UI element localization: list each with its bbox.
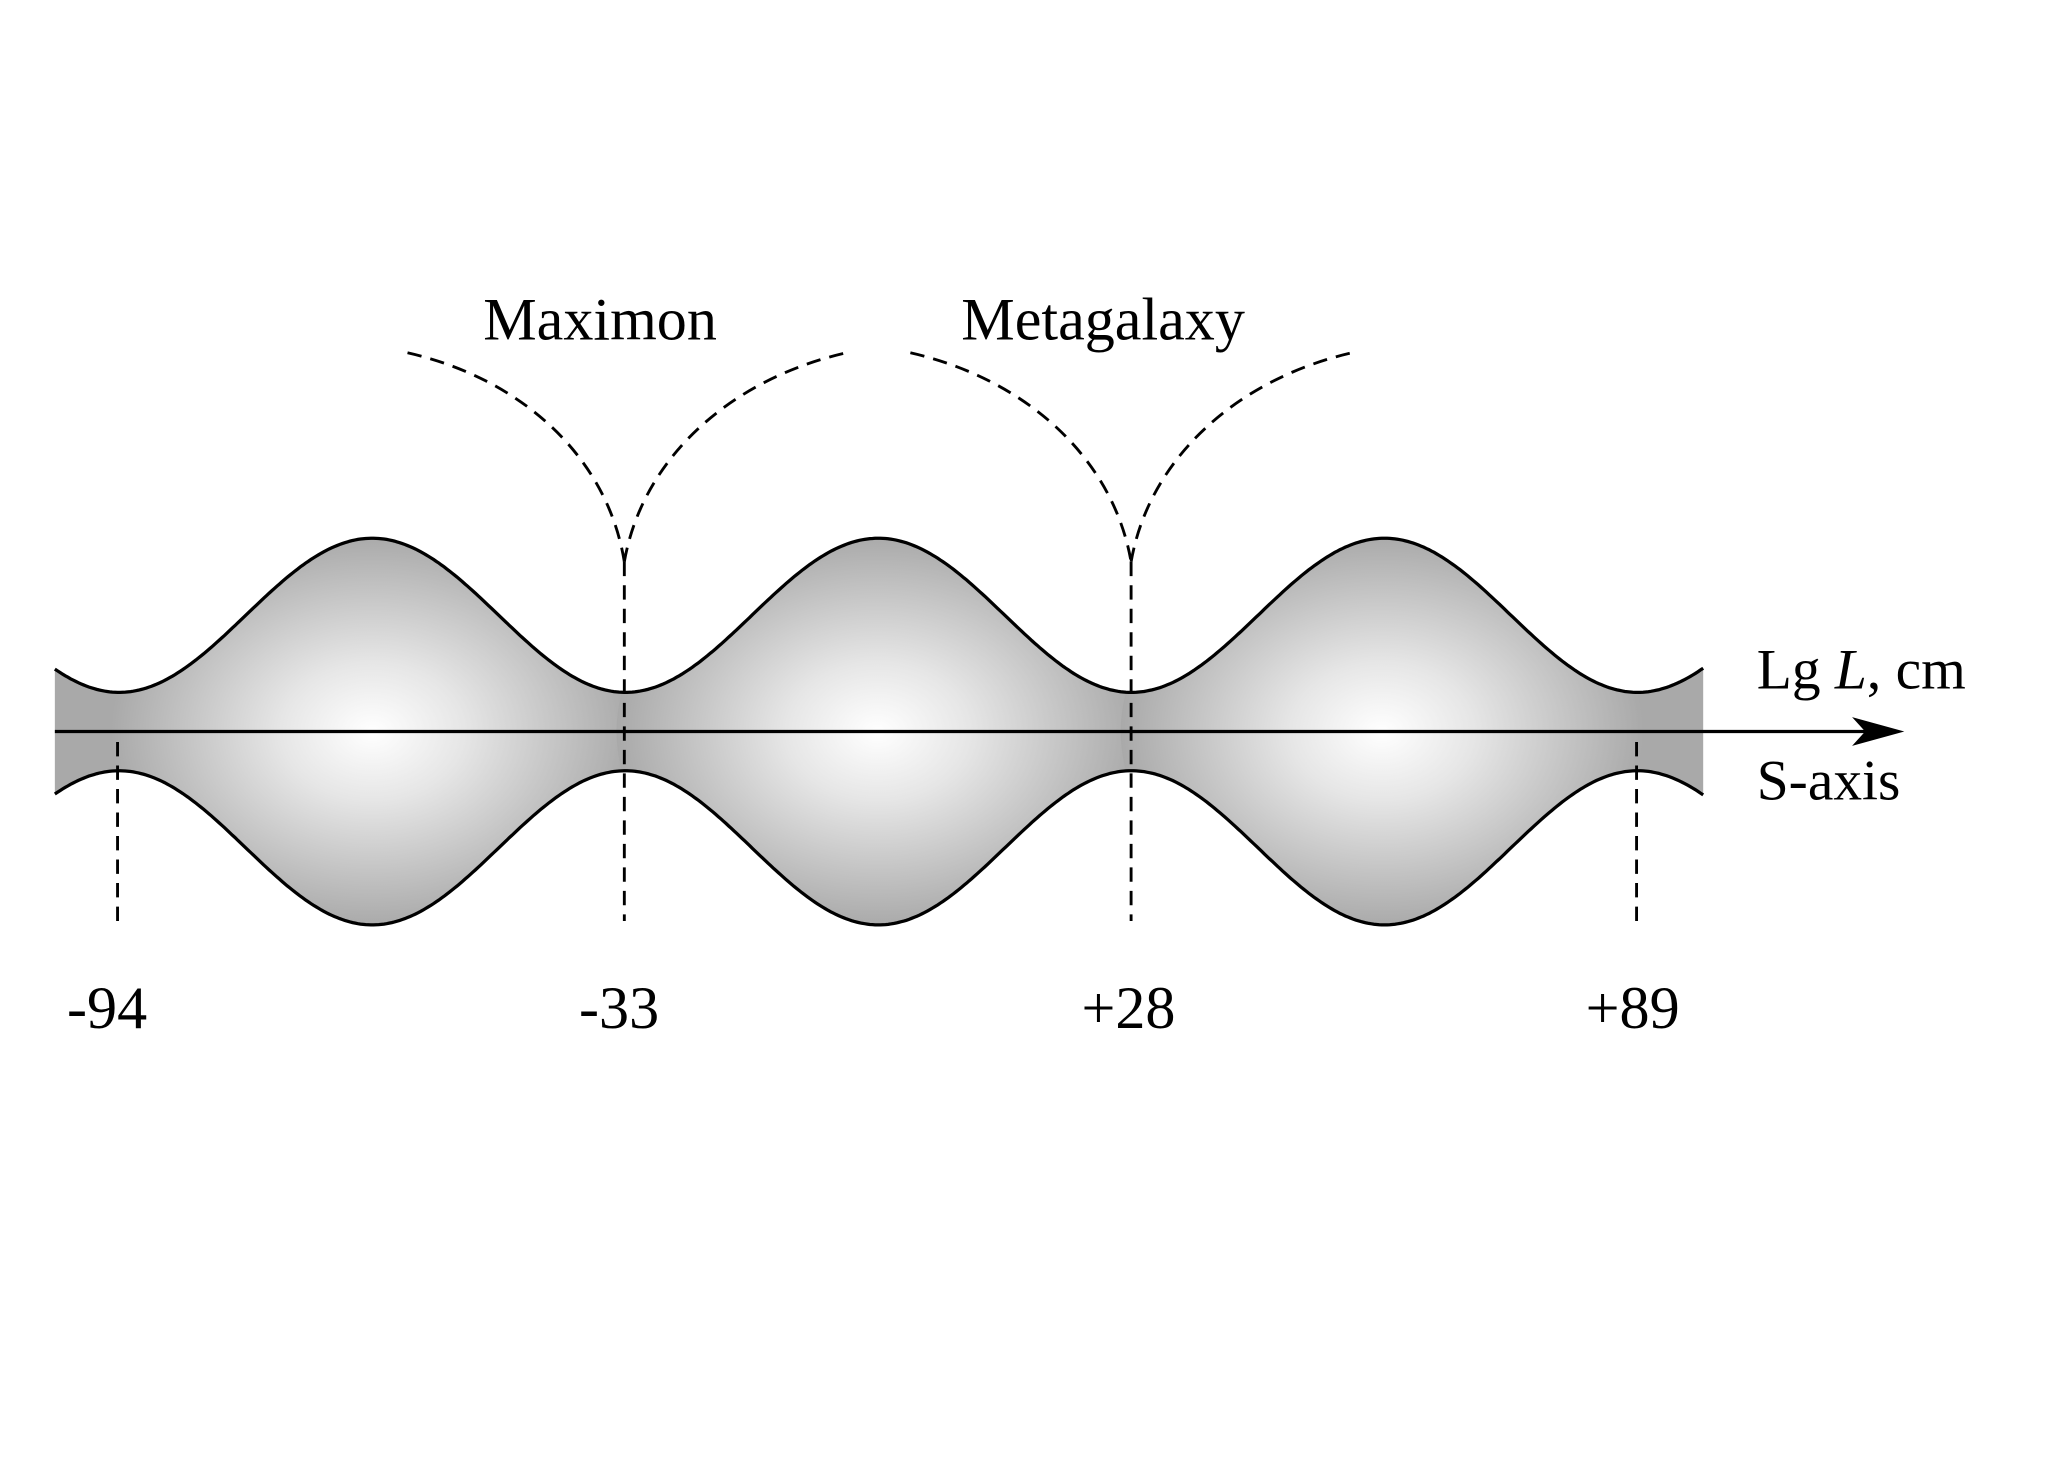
maximon-arc-right bbox=[622, 351, 847, 563]
tube-lower-boundary bbox=[53, 769, 1705, 927]
axis-label-lgl: Lg L, cm bbox=[1757, 638, 1966, 701]
metagalaxy-arc-right bbox=[1129, 351, 1353, 563]
tick-label: +89 bbox=[1586, 974, 1680, 1041]
tick-label: -94 bbox=[67, 974, 147, 1041]
tube-upper-boundary bbox=[53, 536, 1705, 694]
metagalaxy-label: Metagalaxy bbox=[961, 286, 1245, 353]
maximon-label: Maximon bbox=[483, 286, 717, 353]
tick-label: -33 bbox=[579, 974, 659, 1041]
arrow-head-icon bbox=[1852, 717, 1905, 746]
axis-label-suffix: , cm bbox=[1867, 638, 1966, 701]
axis-label-prefix: Lg bbox=[1757, 638, 1835, 701]
axis-label-s: S-axis bbox=[1757, 749, 1901, 812]
tick-label: +28 bbox=[1082, 974, 1176, 1041]
metagalaxy-arc-left bbox=[910, 351, 1133, 563]
maximon-arc-left bbox=[407, 351, 626, 562]
axis-label-var: L bbox=[1834, 638, 1867, 701]
